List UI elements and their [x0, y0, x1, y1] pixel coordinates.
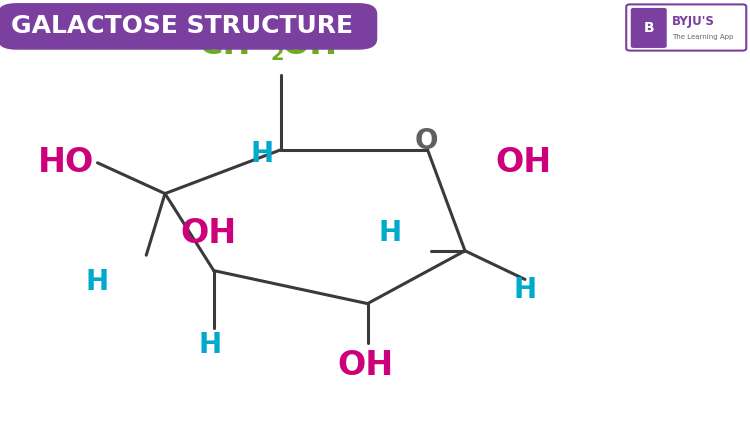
- Text: GALACTOSE STRUCTURE: GALACTOSE STRUCTURE: [11, 15, 353, 38]
- Text: CH: CH: [199, 27, 251, 60]
- Text: OH: OH: [495, 146, 551, 180]
- Text: OH: OH: [338, 348, 394, 381]
- FancyBboxPatch shape: [626, 4, 746, 51]
- FancyBboxPatch shape: [631, 8, 667, 48]
- Text: H: H: [379, 219, 401, 247]
- Text: H: H: [514, 276, 536, 304]
- Text: BYJU'S: BYJU'S: [672, 15, 715, 28]
- Text: B: B: [644, 21, 654, 35]
- Text: 2: 2: [270, 45, 284, 65]
- Text: H: H: [251, 140, 274, 168]
- Text: HO: HO: [38, 146, 94, 180]
- FancyBboxPatch shape: [0, 3, 377, 50]
- Text: OH: OH: [281, 27, 338, 60]
- Text: The Learning App: The Learning App: [672, 33, 734, 40]
- Text: H: H: [86, 268, 109, 296]
- Text: OH: OH: [180, 217, 236, 250]
- Text: H: H: [199, 331, 221, 359]
- Text: O: O: [414, 127, 438, 155]
